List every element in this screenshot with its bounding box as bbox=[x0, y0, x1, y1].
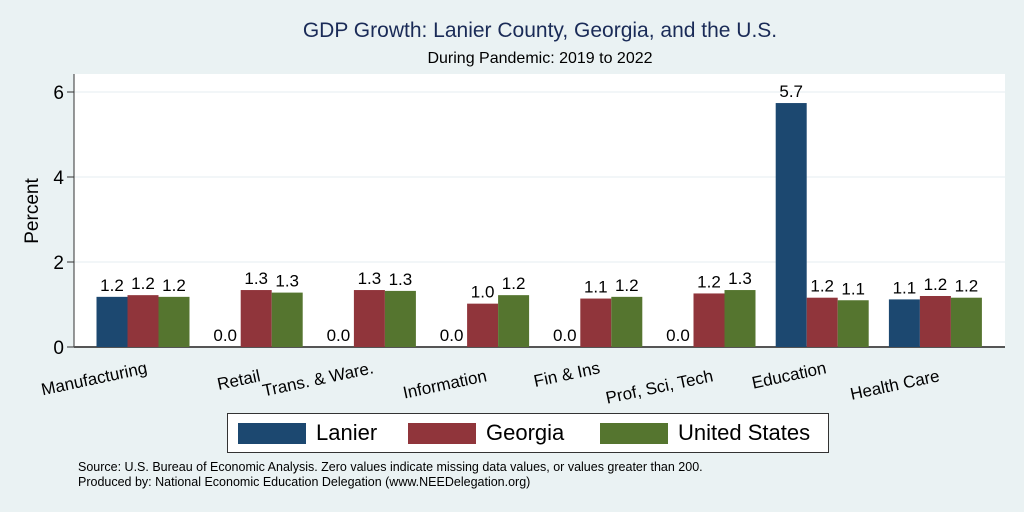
bar-georgia bbox=[580, 298, 612, 347]
value-label: 1.0 bbox=[471, 283, 495, 302]
bar-united-states bbox=[611, 296, 643, 347]
bar-georgia bbox=[919, 296, 951, 347]
bar-georgia bbox=[806, 297, 838, 347]
bars bbox=[96, 103, 982, 347]
bar-united-states bbox=[271, 292, 303, 347]
bar-georgia bbox=[353, 290, 385, 347]
value-label: 1.2 bbox=[162, 276, 186, 295]
value-label: 1.3 bbox=[275, 272, 299, 291]
value-label: 1.3 bbox=[244, 269, 268, 288]
value-label: 1.2 bbox=[955, 277, 979, 296]
legend-swatch-georgia bbox=[408, 422, 476, 444]
legend-label: United States bbox=[678, 420, 811, 445]
value-label: 1.3 bbox=[358, 269, 382, 288]
value-label: 5.7 bbox=[779, 82, 803, 101]
bar-united-states bbox=[384, 290, 416, 347]
x-tick-label: Education bbox=[750, 358, 828, 392]
legend-label: Georgia bbox=[486, 420, 565, 445]
legend-label: Lanier bbox=[316, 420, 378, 445]
chart-subtitle: During Pandemic: 2019 to 2022 bbox=[427, 50, 653, 67]
x-tick-label: Fin & Ins bbox=[532, 358, 602, 391]
x-tick-label: Prof, Sci, Tech bbox=[604, 366, 715, 407]
value-label: 1.3 bbox=[389, 270, 413, 289]
bar-united-states bbox=[950, 297, 982, 347]
legend: Lanier Georgia United States bbox=[227, 413, 829, 453]
bar-united-states bbox=[498, 295, 530, 347]
produced-by-note: Produced by: National Economic Education… bbox=[78, 475, 531, 489]
legend-item-lanier: Lanier bbox=[238, 414, 377, 452]
footer: Source: U.S. Bureau of Economic Analysis… bbox=[78, 460, 703, 490]
value-label: 0.0 bbox=[327, 326, 351, 345]
y-tick-label: 0 bbox=[53, 338, 64, 359]
value-label: 0.0 bbox=[553, 326, 577, 345]
bar-lanier bbox=[888, 299, 920, 347]
legend-item-united-states: United States bbox=[600, 414, 810, 452]
legend-swatch-lanier bbox=[238, 422, 306, 444]
value-label: 1.2 bbox=[131, 274, 155, 293]
bar-georgia bbox=[240, 290, 272, 347]
y-axis-label: Percent bbox=[22, 178, 43, 244]
bar-georgia bbox=[127, 295, 159, 347]
source-note: Source: U.S. Bureau of Economic Analysis… bbox=[78, 460, 703, 474]
gridlines bbox=[74, 91, 1005, 263]
bar-lanier bbox=[96, 296, 128, 347]
x-tick-label: Information bbox=[401, 366, 488, 402]
legend-item-georgia: Georgia bbox=[408, 414, 564, 452]
legend-swatch-united-states bbox=[600, 422, 668, 444]
x-tick-label: Health Care bbox=[849, 366, 942, 403]
value-label: 0.0 bbox=[213, 326, 237, 345]
bar-lanier bbox=[775, 103, 807, 347]
value-label: 1.2 bbox=[100, 276, 124, 295]
y-tick-label: 4 bbox=[53, 168, 64, 189]
value-labels: 1.2 1.2 1.2 0.0 1.3 1.3 0.0 1.3 1.3 0.0 1.0 1.2 0.0 1… bbox=[100, 82, 978, 345]
bar-georgia bbox=[693, 293, 725, 347]
x-tick-label: Retail bbox=[216, 366, 262, 394]
value-label: 1.2 bbox=[924, 275, 948, 294]
bar-united-states bbox=[158, 296, 190, 347]
value-label: 0.0 bbox=[440, 326, 464, 345]
bar-georgia bbox=[467, 303, 499, 347]
chart-title: GDP Growth: Lanier County, Georgia, and … bbox=[302, 19, 778, 42]
y-tick-label: 6 bbox=[53, 83, 64, 104]
value-label: 1.2 bbox=[502, 274, 526, 293]
value-label: 1.2 bbox=[810, 277, 834, 296]
x-tick-label: Manufacturing bbox=[40, 358, 149, 399]
value-label: 1.3 bbox=[728, 269, 752, 288]
value-label: 1.2 bbox=[697, 272, 721, 291]
y-tick-label: 2 bbox=[53, 253, 64, 274]
value-label: 1.1 bbox=[584, 278, 608, 297]
value-label: 0.0 bbox=[666, 326, 690, 345]
bar-united-states bbox=[724, 290, 756, 347]
bar-united-states bbox=[837, 300, 869, 347]
value-label: 1.2 bbox=[615, 276, 639, 295]
x-tick-label: Trans. & Ware. bbox=[261, 358, 376, 400]
value-label: 1.1 bbox=[893, 278, 917, 297]
value-label: 1.1 bbox=[841, 279, 865, 298]
